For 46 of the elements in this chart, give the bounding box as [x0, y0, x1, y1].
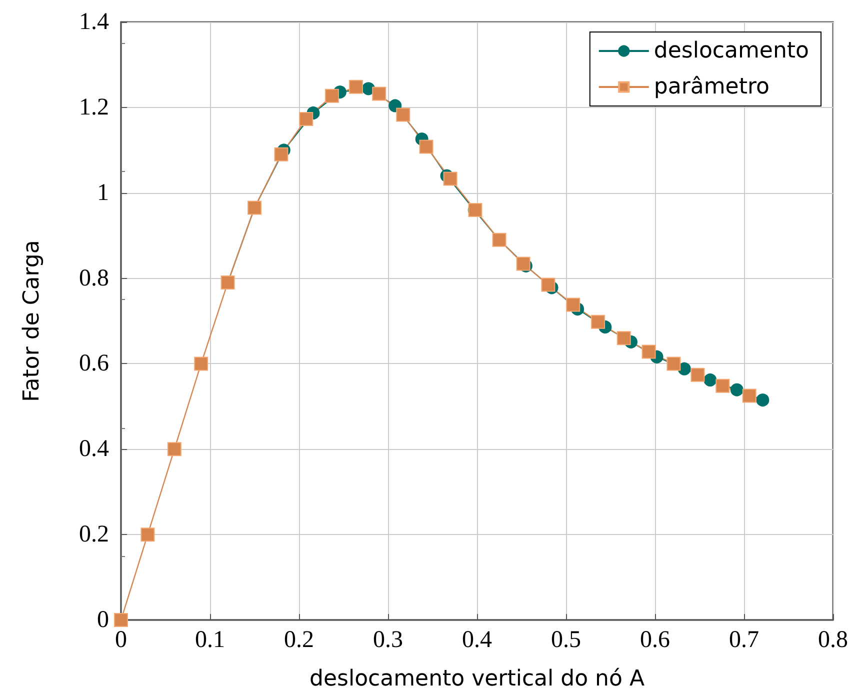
x-tick-label: 0.2 — [284, 627, 314, 653]
point — [690, 368, 705, 382]
point — [372, 86, 386, 101]
point — [642, 344, 656, 359]
point — [324, 88, 339, 103]
point — [704, 373, 717, 386]
point — [299, 112, 314, 126]
point — [591, 314, 606, 329]
x-tick-label: 0 — [115, 627, 127, 653]
x-tick-label: 0.7 — [729, 627, 759, 653]
point — [566, 298, 580, 312]
point — [516, 256, 530, 271]
point — [348, 80, 363, 94]
point — [274, 147, 288, 162]
legend-label: deslocamento — [654, 38, 810, 64]
point — [140, 528, 155, 542]
x-tick-label: 0.1 — [195, 627, 225, 653]
point — [742, 388, 756, 403]
x-axis-title: deslocamento vertical do nó A — [310, 666, 644, 692]
point — [194, 356, 208, 371]
x-tick-label: 0.6 — [640, 627, 670, 653]
y-tick-label: 1.2 — [79, 94, 109, 120]
point — [443, 172, 458, 186]
point — [730, 383, 744, 396]
y-tick-label: 0.6 — [79, 350, 109, 377]
y-tick-label: 0.8 — [79, 265, 109, 292]
point — [541, 278, 556, 292]
point — [666, 356, 681, 371]
y-tick-label: 0.4 — [79, 436, 109, 462]
point — [716, 378, 730, 393]
legend-label: parâmetro — [654, 74, 770, 100]
y-axis-title: Fator de Carga — [20, 240, 44, 402]
point — [756, 394, 770, 407]
x-tick-label: 0.4 — [462, 627, 492, 653]
point — [167, 442, 182, 456]
point — [616, 331, 631, 346]
point — [419, 140, 434, 154]
x-tick-label: 0.5 — [551, 627, 581, 653]
x-tick-label: 0.3 — [373, 627, 403, 653]
y-tick-label: 0.2 — [79, 522, 109, 548]
y-tick-label: 1 — [97, 180, 109, 206]
x-tick-label: 0.8 — [818, 627, 848, 653]
point — [114, 613, 128, 627]
y-tick-label: 0 — [97, 607, 109, 633]
y-tick-label: 1.4 — [79, 9, 109, 35]
point — [396, 108, 410, 122]
